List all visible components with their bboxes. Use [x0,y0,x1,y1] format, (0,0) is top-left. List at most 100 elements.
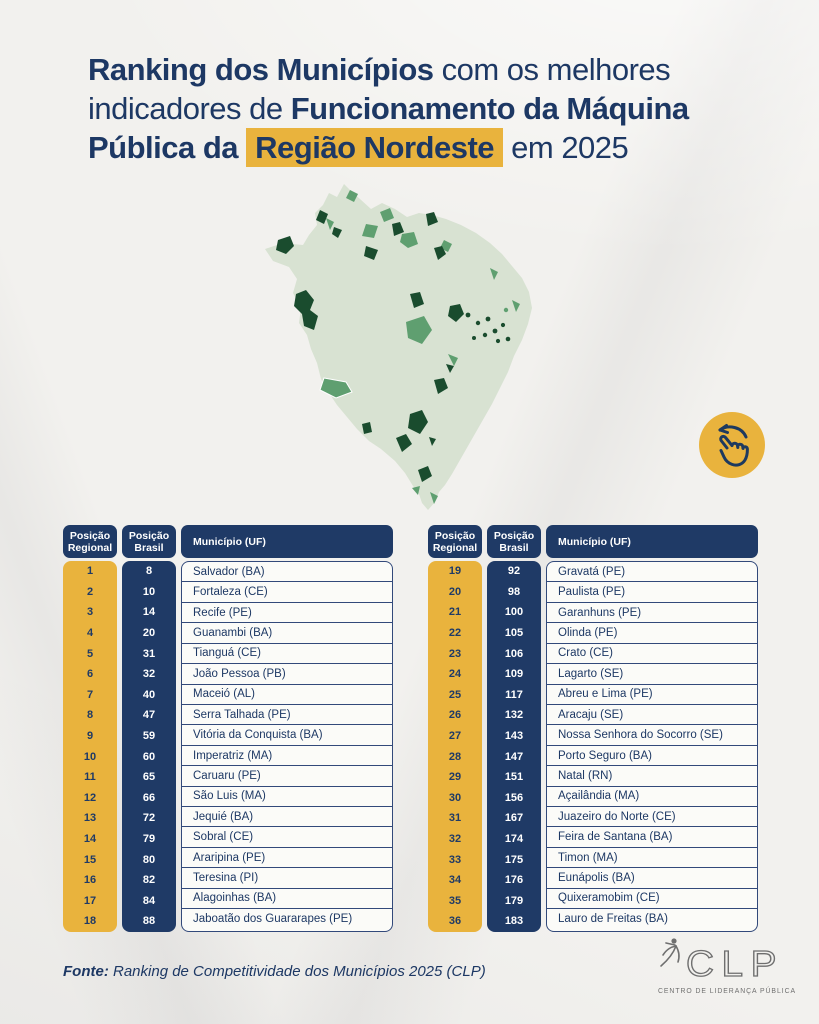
posicao-regional-value: 5 [86,647,94,660]
municipio-value: Natal (RN) [547,766,757,787]
highlighted-municipalities-patches [276,190,520,504]
column-header-posicao-brasil: Posição Brasil [487,525,541,558]
posicao-regional-value: 26 [448,709,462,722]
posicao-regional-value: 22 [448,627,462,640]
municipio-value: Nossa Senhora do Socorro (SE) [547,725,757,746]
posicao-regional-value: 25 [448,688,462,701]
posicao-regional-value: 33 [448,853,462,866]
posicao-brasil-column: 8 10 14 20 31 32 40 47 59 60 65 66 72 79 80 82 84 88 [122,561,176,932]
title-segment: indicadores de [88,91,291,126]
column-header-posicao-regional: Posição Regional [63,525,117,558]
swipe-left-hand-icon [699,412,765,478]
posicao-regional-value: 24 [448,668,462,681]
posicao-regional-value: 29 [448,771,462,784]
posicao-regional-value: 23 [448,647,462,660]
posicao-brasil-value: 109 [504,668,524,681]
posicao-brasil-value: 105 [504,627,524,640]
municipio-value: Recife (PE) [182,603,392,624]
posicao-brasil-value: 143 [504,730,524,743]
swipe-hint-badge[interactable] [699,412,765,478]
posicao-regional-column: 19 20 21 22 23 24 25 26 27 28 29 30 31 32 33 34 35 36 [428,561,482,932]
clp-logo: CLP CENTRO DE LIDERANÇA PÚBLICA [658,938,796,995]
clp-leaping-figure-icon [660,938,680,967]
municipio-value: Quixeramobim (CE) [547,889,757,910]
posicao-brasil-value: 88 [142,915,156,928]
municipio-value: Alagoinhas (BA) [182,889,392,910]
posicao-brasil-value: 106 [504,647,524,660]
municipio-value: Gravatá (PE) [547,562,757,583]
posicao-regional-value: 16 [83,874,97,887]
column-header-posicao-brasil: Posição Brasil [122,525,176,558]
municipio-value: Tianguá (CE) [182,644,392,665]
posicao-regional-value: 15 [83,853,97,866]
municipio-value: Porto Seguro (BA) [547,746,757,767]
posicao-brasil-value: 176 [504,874,524,887]
municipio-value: Timon (MA) [547,848,757,869]
region-silhouette [265,184,532,510]
posicao-brasil-value: 60 [142,750,156,763]
source-label: Fonte: [63,963,109,980]
posicao-regional-value: 32 [448,833,462,846]
municipio-value: Teresina (PI) [182,868,392,889]
posicao-regional-value: 13 [83,812,97,825]
column-header-posicao-regional: Posição Regional [428,525,482,558]
municipio-value: Paulista (PE) [547,582,757,603]
posicao-brasil-value: 84 [142,894,156,907]
posicao-regional-value: 6 [86,668,94,681]
posicao-brasil-value: 31 [142,647,156,660]
ranking-tables: Posição Regional Posição Brasil Municípi… [63,525,760,932]
title-segment: com os melhores [433,52,671,87]
title-highlight-regiao-nordeste: Região Nordeste [246,128,504,167]
source-note: Fonte: Ranking de Competitividade dos Mu… [63,963,486,980]
municipio-value: Jequié (BA) [182,807,392,828]
posicao-brasil-value: 175 [504,853,524,866]
page-title: Ranking dos Municípios com os melhores i… [88,50,778,167]
posicao-brasil-value: 82 [142,874,156,887]
municipio-value: Imperatriz (MA) [182,746,392,767]
municipio-value: João Pessoa (PB) [182,664,392,685]
municipio-value: São Luis (MA) [182,787,392,808]
ranking-table-left: Posição Regional Posição Brasil Municípi… [63,525,395,932]
posicao-regional-column: 1 2 3 4 5 6 7 8 9 10 11 12 13 14 15 16 17 18 [63,561,117,932]
municipio-value: Fortaleza (CE) [182,582,392,603]
posicao-regional-value: 1 [86,565,94,578]
posicao-regional-value: 36 [448,915,462,928]
municipio-value: Feira de Santana (BA) [547,827,757,848]
clp-logo-tagline: CENTRO DE LIDERANÇA PÚBLICA [658,986,796,995]
clp-logo-text: CLP [686,943,784,984]
posicao-regional-value: 21 [448,606,462,619]
posicao-regional-value: 10 [83,750,97,763]
title-segment: Ranking dos Municípios [88,52,434,87]
posicao-brasil-value: 147 [504,750,524,763]
source-text: Ranking de Competitividade dos Município… [108,963,486,980]
municipio-value: Sobral (CE) [182,827,392,848]
posicao-brasil-value: 79 [142,833,156,846]
posicao-regional-value: 35 [448,894,462,907]
municipio-value: Olinda (PE) [547,623,757,644]
municipio-value: Crato (CE) [547,644,757,665]
title-segment: Pública da [88,130,239,165]
municipio-value: Guanambi (BA) [182,623,392,644]
posicao-regional-value: 7 [86,688,94,701]
title-segment: Funcionamento da Máquina [290,91,689,126]
municipio-value: Araripina (PE) [182,848,392,869]
municipio-value: Maceió (AL) [182,685,392,705]
municipio-value: Eunápolis (BA) [547,868,757,889]
posicao-regional-value: 30 [448,791,462,804]
posicao-brasil-value: 183 [504,915,524,928]
posicao-brasil-value: 179 [504,894,524,907]
posicao-regional-value: 17 [83,894,97,907]
posicao-regional-value: 27 [448,730,462,743]
municipio-column: Salvador (BA) Fortaleza (CE) Recife (PE) Gu… [181,561,393,932]
posicao-regional-value: 12 [83,791,97,804]
posicao-brasil-value: 40 [142,688,156,701]
posicao-brasil-value: 174 [504,833,524,846]
municipio-value: Salvador (BA) [182,562,392,583]
northeast-brazil-map [265,184,532,510]
title-segment: em 2025 [511,130,629,165]
municipio-value: Juazeiro do Norte (CE) [547,807,757,828]
municipio-value: Jaboatão dos Guararapes (PE) [193,913,353,926]
municipio-column: Gravatá (PE) Paulista (PE) Garanhuns (PE) O… [546,561,758,932]
posicao-brasil-value: 8 [145,565,153,578]
